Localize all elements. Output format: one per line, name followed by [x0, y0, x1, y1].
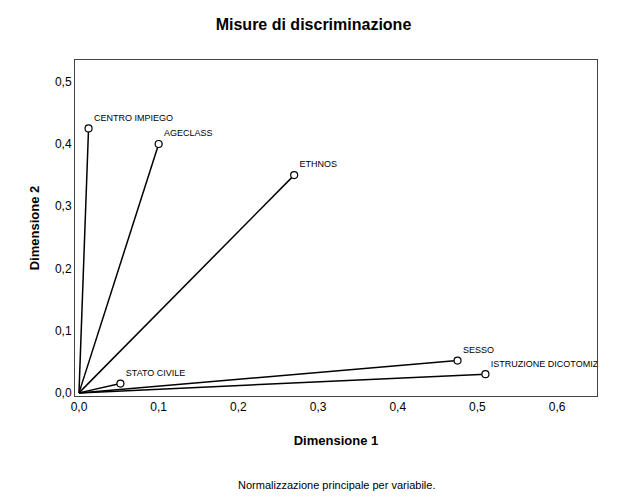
svg-text:0,0: 0,0	[71, 400, 88, 414]
svg-text:0,6: 0,6	[549, 400, 566, 414]
svg-text:0,3: 0,3	[55, 199, 72, 213]
svg-text:0,2: 0,2	[230, 400, 247, 414]
svg-text:0,0: 0,0	[55, 386, 72, 400]
svg-text:0,4: 0,4	[55, 137, 72, 151]
svg-text:Misure di discriminazione: Misure di discriminazione	[216, 16, 412, 33]
svg-text:ETHNOS: ETHNOS	[300, 159, 338, 169]
svg-text:0,1: 0,1	[55, 324, 72, 338]
svg-text:0,1: 0,1	[150, 400, 167, 414]
svg-text:Normalizzazione principale per: Normalizzazione principale per variabile…	[238, 479, 435, 491]
svg-text:STATO CIVILE: STATO CIVILE	[126, 368, 186, 378]
svg-text:0,5: 0,5	[55, 75, 72, 89]
svg-text:ISTRUZIONE DICOTOMIZ: ISTRUZIONE DICOTOMIZ	[491, 359, 599, 369]
svg-text:0,4: 0,4	[389, 400, 406, 414]
svg-text:Dimensione 1: Dimensione 1	[294, 433, 379, 448]
svg-text:AGECLASS: AGECLASS	[164, 128, 213, 138]
svg-text:SESSO: SESSO	[463, 345, 494, 355]
svg-text:CENTRO IMPIEGO: CENTRO IMPIEGO	[94, 113, 173, 123]
svg-text:0,3: 0,3	[310, 400, 327, 414]
svg-text:0,2: 0,2	[55, 262, 72, 276]
svg-text:0,5: 0,5	[469, 400, 486, 414]
svg-text:Dimensione 2: Dimensione 2	[27, 186, 42, 271]
